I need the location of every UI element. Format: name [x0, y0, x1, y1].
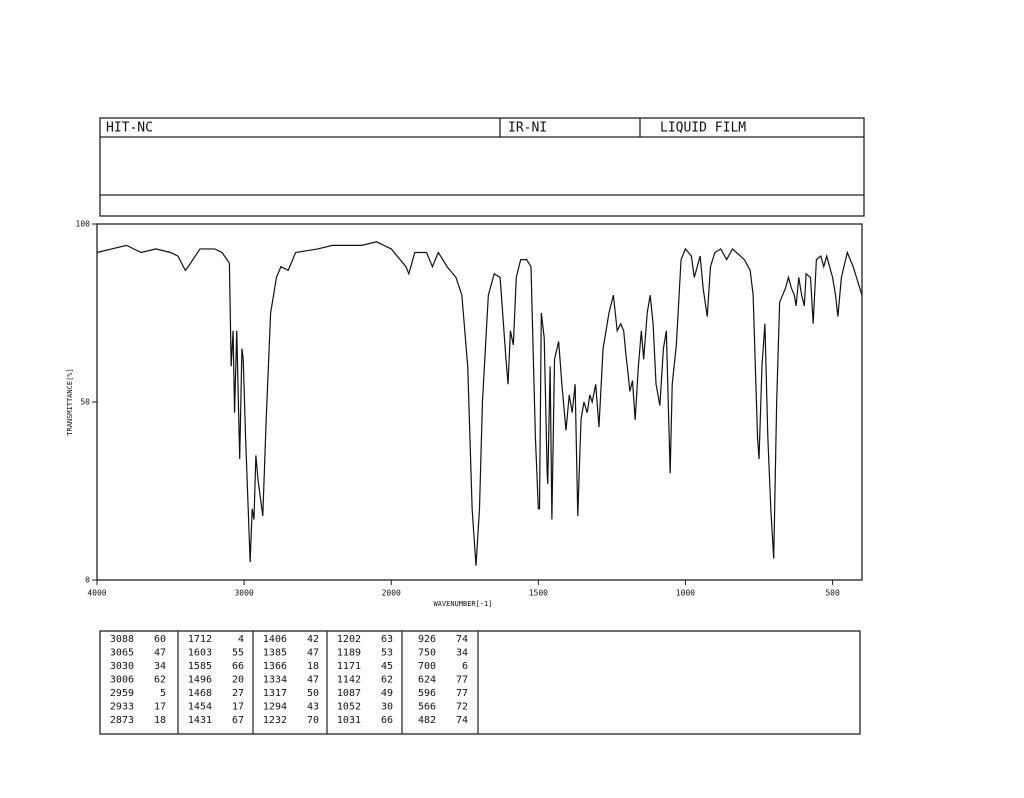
- peak-wavenumber: 1087: [337, 688, 361, 699]
- peak-wavenumber: 3065: [110, 648, 134, 659]
- peak-transmittance: 18: [154, 715, 166, 726]
- peak-wavenumber: 566: [418, 702, 436, 713]
- peak-transmittance: 53: [381, 648, 393, 659]
- peak-transmittance: 62: [154, 675, 166, 686]
- peak-transmittance: 63: [381, 634, 393, 645]
- peak-wavenumber: 2959: [110, 688, 134, 699]
- peak-transmittance: 45: [381, 661, 393, 672]
- peak-transmittance: 18: [307, 661, 319, 672]
- peak-transmittance: 77: [456, 688, 468, 699]
- peak-transmittance: 50: [307, 688, 319, 699]
- peak-transmittance: 6: [462, 661, 468, 672]
- peak-wavenumber: 1031: [337, 715, 361, 726]
- peak-wavenumber: 1366: [263, 661, 287, 672]
- peak-transmittance: 70: [307, 715, 319, 726]
- header-frame: [99, 117, 865, 217]
- peak-transmittance: 77: [456, 675, 468, 686]
- peak-wavenumber: 1431: [188, 715, 212, 726]
- peak-wavenumber: 700: [418, 661, 436, 672]
- peak-wavenumber: 750: [418, 648, 436, 659]
- peak-wavenumber: 1189: [337, 648, 361, 659]
- peak-wavenumber: 1406: [263, 634, 287, 645]
- x-tick-label: 4000: [87, 589, 106, 598]
- peak-transmittance: 67: [232, 715, 244, 726]
- peak-wavenumber: 1334: [263, 675, 287, 686]
- peak-wavenumber: 1052: [337, 702, 361, 713]
- header-box: HIT-NC IR-NI LIQUID FILM: [99, 117, 865, 217]
- peak-wavenumber: 1317: [263, 688, 287, 699]
- peak-transmittance: 27: [232, 688, 244, 699]
- peak-transmittance: 47: [307, 675, 319, 686]
- peak-wavenumber: 624: [418, 675, 436, 686]
- peak-wavenumber: 1712: [188, 634, 212, 645]
- header-field: HIT-NC: [106, 121, 153, 136]
- spectrum-line: [96, 241, 863, 566]
- y-tick-label: 0: [85, 576, 90, 585]
- peak-transmittance: 20: [232, 675, 244, 686]
- peak-transmittance: 34: [154, 661, 166, 672]
- peak-wavenumber: 1232: [263, 715, 287, 726]
- peak-wavenumber: 1454: [188, 702, 212, 713]
- peak-wavenumber: 3006: [110, 675, 134, 686]
- peak-transmittance: 47: [154, 648, 166, 659]
- table-frame: [99, 630, 861, 735]
- peak-wavenumber: 926: [418, 634, 436, 645]
- peak-transmittance: 4: [238, 634, 244, 645]
- peak-wavenumber: 596: [418, 688, 436, 699]
- plot: 0 50 100 4000 3000 2000 1500 1000 500 WAVENUMBER[…: [66, 220, 863, 608]
- peak-transmittance: 55: [232, 648, 244, 659]
- peak-transmittance: 30: [381, 702, 393, 713]
- peak-wavenumber: 1171: [337, 661, 361, 672]
- peak-transmittance: 43: [307, 702, 319, 713]
- x-tick-label: 2000: [382, 589, 401, 598]
- peak-wavenumber: 1142: [337, 675, 361, 686]
- header-field: LIQUID FILM: [660, 121, 746, 136]
- peak-wavenumber: 1385: [263, 648, 287, 659]
- peak-wavenumber: 1496: [188, 675, 212, 686]
- peak-wavenumber: 3088: [110, 634, 134, 645]
- peak-transmittance: 47: [307, 648, 319, 659]
- peak-transmittance: 66: [232, 661, 244, 672]
- x-tick-label: 1500: [529, 589, 548, 598]
- peak-transmittance: 34: [456, 648, 468, 659]
- header-field: IR-NI: [508, 121, 547, 136]
- peak-wavenumber: 1603: [188, 648, 212, 659]
- y-tick-label: 100: [76, 220, 91, 229]
- peak-wavenumber: 3030: [110, 661, 134, 672]
- y-axis-label: TRANSMITTANCE[%]: [66, 368, 74, 435]
- peak-transmittance: 62: [381, 675, 393, 686]
- peak-transmittance: 17: [232, 702, 244, 713]
- peak-transmittance: 5: [160, 688, 166, 699]
- peak-transmittance: 66: [381, 715, 393, 726]
- peak-transmittance: 49: [381, 688, 393, 699]
- peak-transmittance: 74: [456, 634, 468, 645]
- peak-wavenumber: 1468: [188, 688, 212, 699]
- y-tick-label: 50: [80, 398, 90, 407]
- x-axis-label: WAVENUMBER[-1]: [433, 600, 492, 608]
- peak-wavenumber: 1294: [263, 702, 287, 713]
- peak-transmittance: 17: [154, 702, 166, 713]
- peak-transmittance: 74: [456, 715, 468, 726]
- x-tick-label: 3000: [234, 589, 253, 598]
- x-tick-label: 1000: [676, 589, 695, 598]
- peak-transmittance: 72: [456, 702, 468, 713]
- x-tick-label: 500: [825, 589, 840, 598]
- peak-wavenumber: 482: [418, 715, 436, 726]
- peak-wavenumber: 1585: [188, 661, 212, 672]
- peak-transmittance: 42: [307, 634, 319, 645]
- peak-transmittance: 60: [154, 634, 166, 645]
- peak-wavenumber: 1202: [337, 634, 361, 645]
- peak-wavenumber: 2873: [110, 715, 134, 726]
- peak-wavenumber: 2933: [110, 702, 134, 713]
